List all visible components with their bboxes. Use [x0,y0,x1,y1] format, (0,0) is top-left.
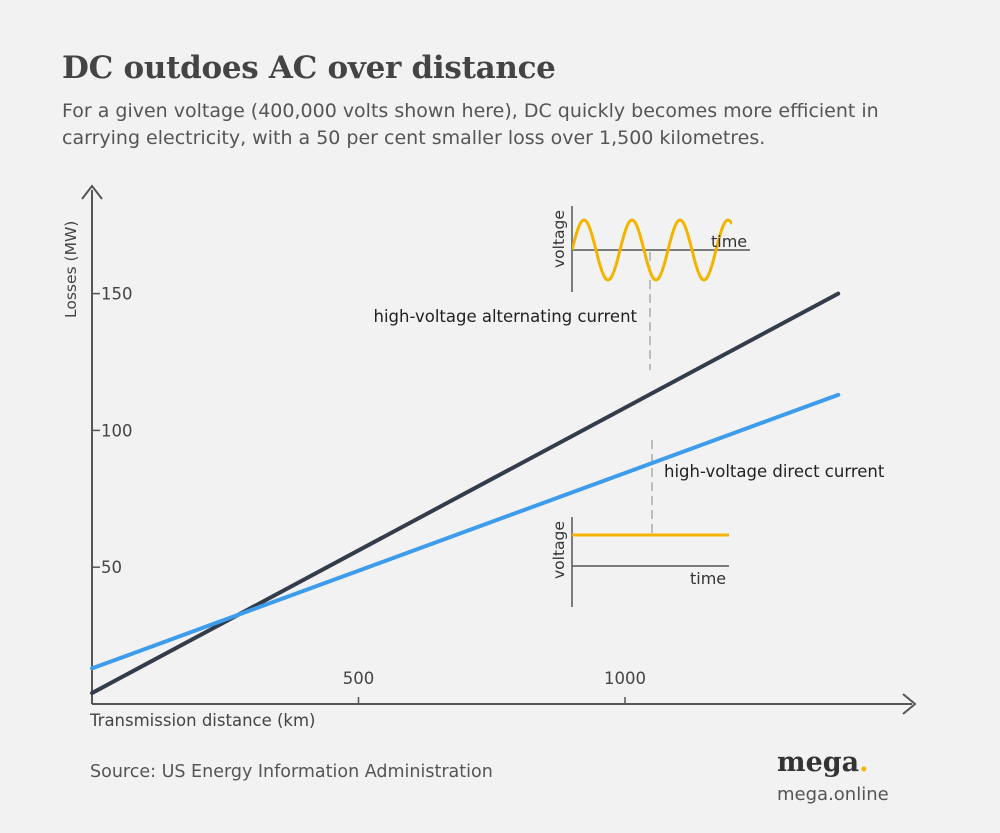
y-tick-label: 150 [101,285,133,304]
source-note: Source: US Energy Information Administra… [90,762,493,782]
x-tick-label: 1000 [604,669,646,688]
ac-sine-wave [572,218,732,282]
chart-subtitle: For a given voltage (400,000 volts shown… [62,100,879,149]
series-layer [90,291,841,696]
dc-inset-time-label: time [690,569,726,588]
x-tick-label: 500 [343,669,375,688]
dc-inset-voltage-label: voltage [550,521,568,579]
ac-annotation: high-voltage alternating current [373,307,637,326]
y-axis-label: Losses (MW) [62,221,80,318]
x-axis-arrow [902,693,917,715]
dc-annotation: high-voltage direct current [664,462,885,481]
y-axis-arrow [81,184,103,200]
ac-inset-time-label: time [711,232,747,251]
y-tick-label: 50 [101,558,122,577]
y-tick-label: 100 [101,421,133,440]
dc-waveform-inset: voltage time [550,517,729,607]
ac-inset-voltage-label: voltage [550,210,568,268]
dc-loss-line [90,392,841,671]
y-ticks: 50 100 150 [92,285,133,577]
ac-waveform-inset: voltage time [550,206,750,292]
brand-name: mega [777,747,860,778]
chart-title: DC outdoes AC over distance [62,50,556,86]
brand-logo: mega. [777,747,869,778]
ac-loss-line [90,291,841,696]
axes [81,184,917,715]
brand-url[interactable]: mega.online [777,784,889,805]
brand-dot: . [859,747,869,778]
x-axis-label: Transmission distance (km) [89,711,316,730]
x-ticks: 500 1000 [343,669,646,704]
